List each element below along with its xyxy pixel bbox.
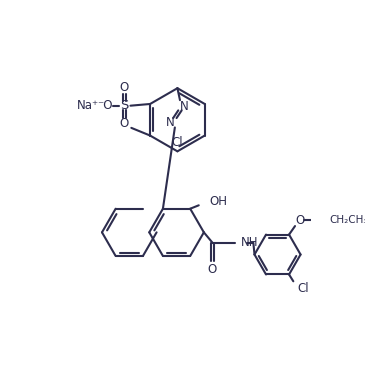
Text: Cl: Cl	[297, 282, 309, 295]
Text: ⁻O: ⁻O	[97, 99, 113, 112]
Text: OH: OH	[209, 196, 227, 208]
Text: N: N	[166, 116, 175, 129]
Text: Cl: Cl	[172, 136, 183, 149]
Text: O: O	[120, 117, 129, 130]
Text: O: O	[208, 262, 217, 276]
Text: CH₂CH₃: CH₂CH₃	[329, 215, 365, 225]
Text: N: N	[180, 100, 189, 113]
Text: NH: NH	[241, 236, 258, 249]
Text: Na⁺: Na⁺	[77, 99, 99, 112]
Text: O: O	[296, 214, 305, 227]
Text: S: S	[120, 99, 129, 112]
Text: O: O	[120, 81, 129, 94]
